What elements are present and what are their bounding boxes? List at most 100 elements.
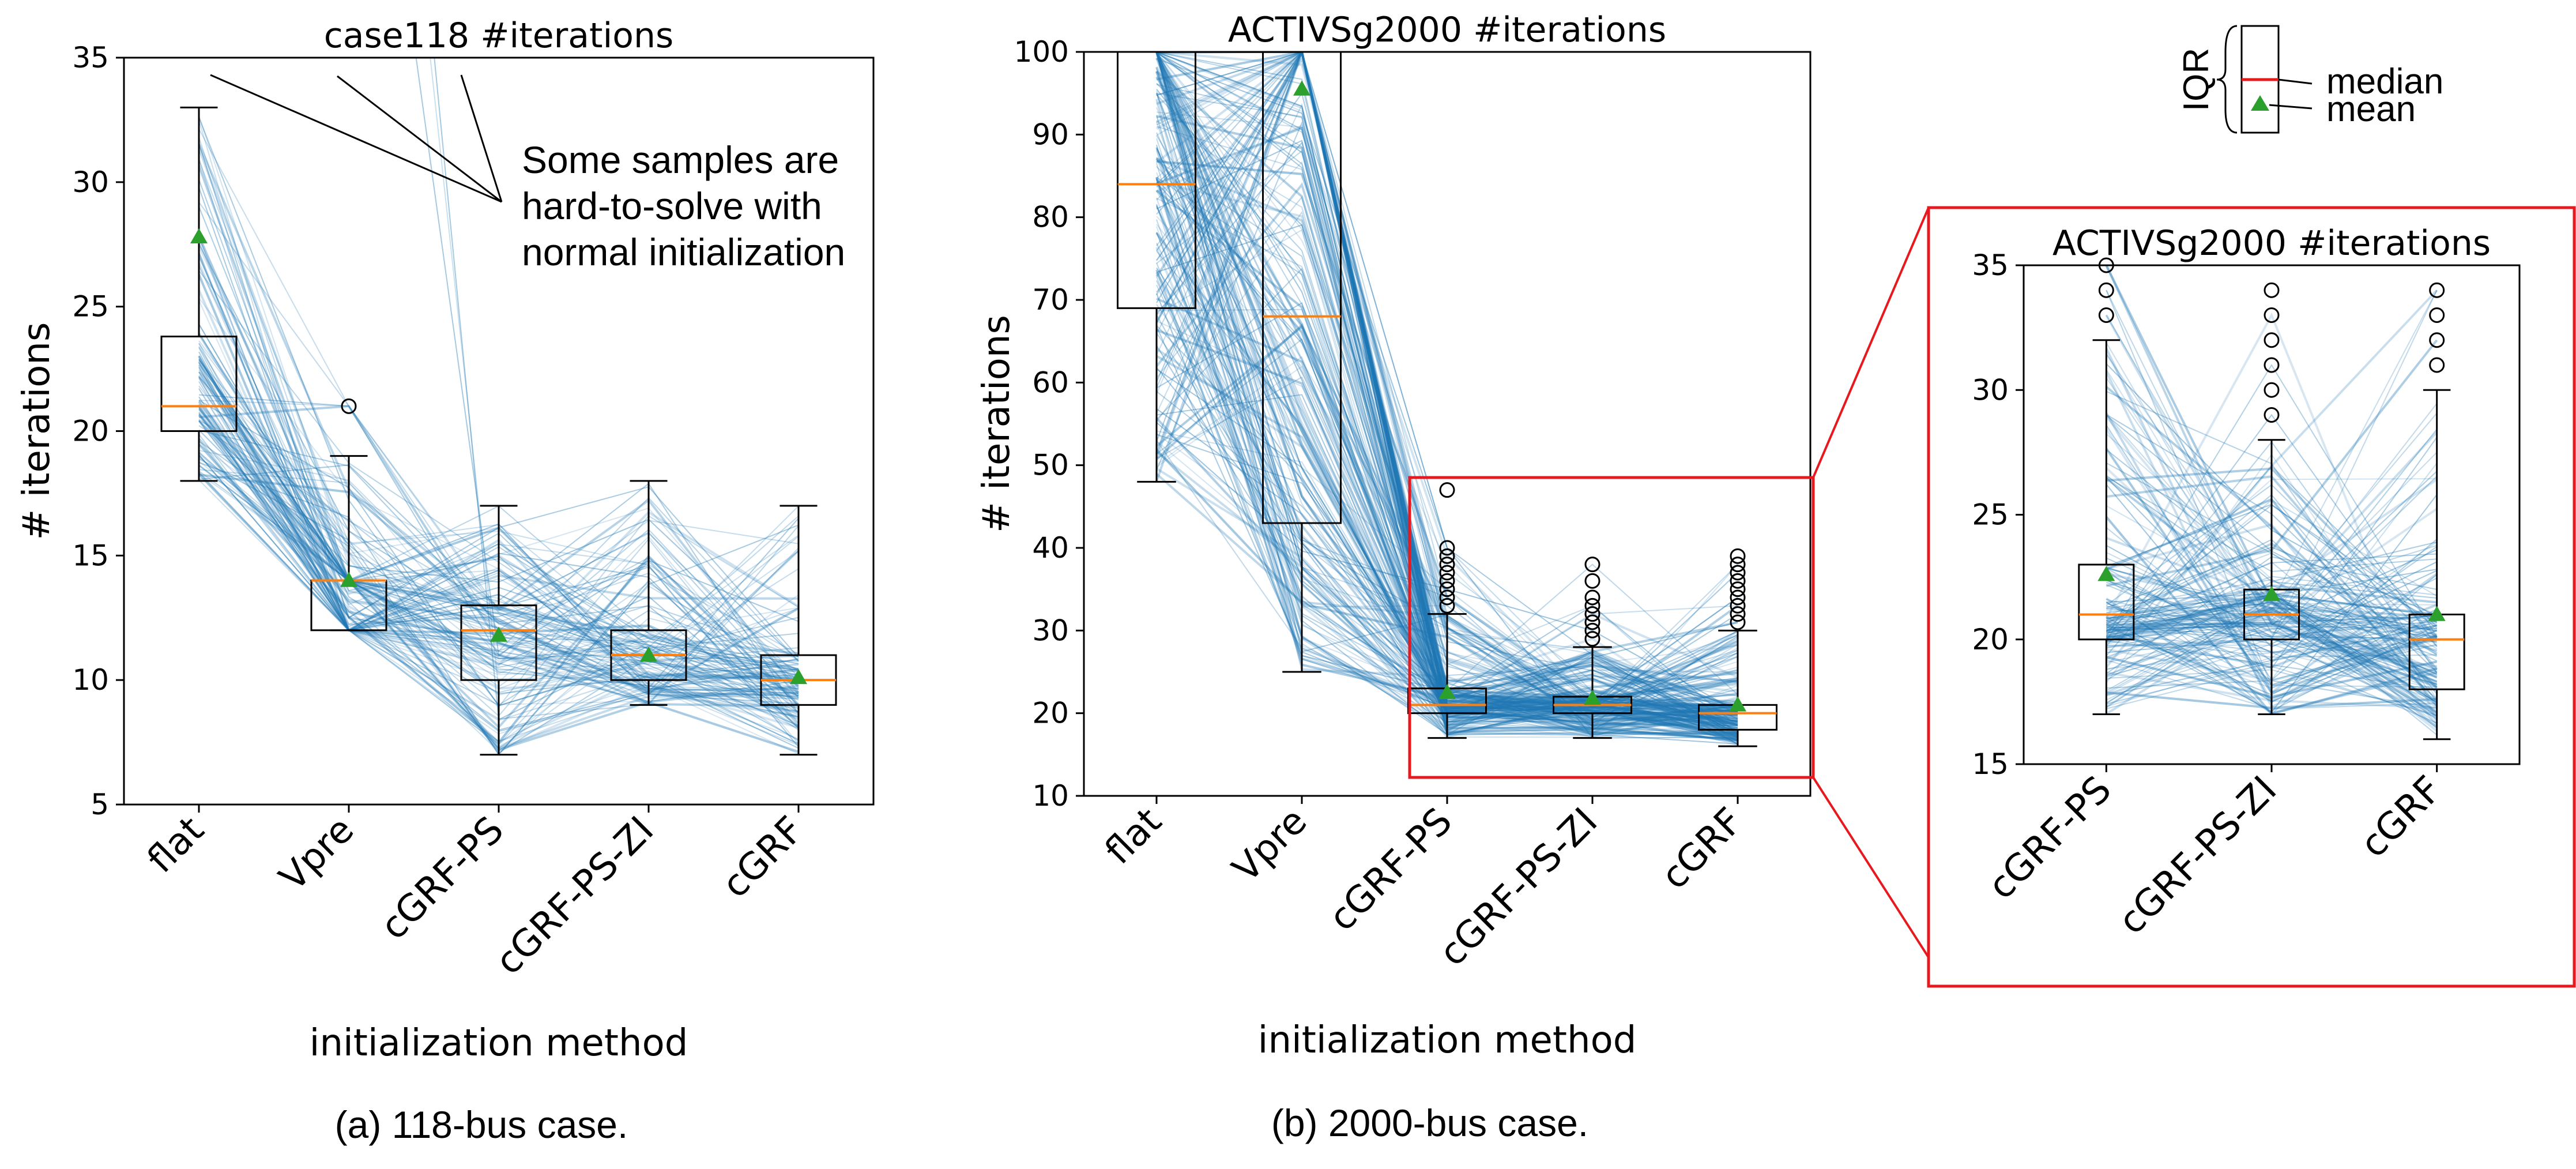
sample-line	[2106, 611, 2438, 674]
sample-line	[198, 137, 799, 671]
mean-marker	[2428, 606, 2446, 621]
outlier	[1439, 597, 1455, 614]
sample-line	[2106, 600, 2438, 736]
mean-marker	[2097, 566, 2115, 581]
sample-line	[1156, 52, 1738, 723]
y-tick-label: 30	[1972, 373, 2009, 407]
zoom-panel-border	[1927, 206, 2576, 988]
sample-line	[198, 464, 799, 747]
annotation-pointer	[337, 75, 502, 203]
sample-line	[1156, 52, 1738, 709]
sample-line	[1155, 348, 1738, 738]
sample-line	[198, 243, 799, 705]
sample-line	[1156, 58, 1738, 739]
sample-line	[2106, 608, 2438, 704]
y-tick-label: 20	[1972, 623, 2009, 656]
outlier	[1730, 565, 1746, 581]
mean-marker	[490, 626, 507, 642]
zoom-region	[1408, 476, 1815, 779]
y-tick-label: 30	[1032, 614, 1069, 647]
x-tick-label: cGRF-PS	[1980, 768, 2120, 908]
sample-line	[1156, 52, 1738, 727]
sample-line	[198, 413, 799, 676]
outlier	[1584, 622, 1600, 638]
sample-line	[198, 115, 799, 713]
sample-line	[1156, 224, 1738, 731]
sample-line	[1156, 197, 1738, 718]
outlier	[2429, 307, 2445, 323]
iqr-box	[1262, 51, 1342, 524]
sample-line	[1156, 126, 1738, 727]
sample-line	[1156, 52, 1738, 712]
sample-line	[2106, 624, 2437, 674]
sample-line	[1155, 272, 1738, 730]
sample-line	[2106, 603, 2437, 632]
iqr-box	[160, 335, 238, 433]
sample-line	[1157, 52, 1738, 712]
sample-line	[198, 420, 799, 712]
sample-line	[1156, 52, 1738, 739]
y-tick-label: 10	[1032, 779, 1069, 813]
sample-line	[2106, 611, 2438, 708]
outlier	[1584, 573, 1600, 589]
annotation-pointer	[210, 74, 502, 203]
y-tick-label: 90	[1032, 118, 1069, 151]
sample-line	[1156, 224, 1738, 705]
legend-iqr-label: IQR	[2176, 48, 2216, 111]
sample-line	[1156, 181, 1738, 723]
sample-line	[1155, 323, 1738, 727]
outlier	[2429, 357, 2445, 373]
sample-line	[198, 401, 799, 697]
outlier	[2264, 282, 2280, 298]
y-tick-label: 30	[72, 166, 109, 199]
sample-line	[2106, 626, 2437, 640]
sample-line	[2105, 265, 2438, 679]
outlier	[1730, 606, 1746, 622]
sample-line	[1156, 52, 1738, 738]
sample-line	[2106, 611, 2437, 676]
sample-line	[1156, 52, 1738, 729]
iqr-box	[460, 604, 537, 681]
sample-line	[2106, 414, 2438, 647]
outlier	[2264, 332, 2280, 348]
caption: (b) 2000-bus case.	[1271, 1102, 1588, 1144]
y-tick-label: 60	[1032, 366, 1069, 399]
sample-line	[198, 300, 799, 675]
sample-line	[198, 364, 799, 714]
sample-line	[198, 333, 799, 698]
sample-line	[1156, 172, 1738, 726]
sample-line	[1155, 269, 1738, 727]
sample-line	[1156, 120, 1738, 736]
y-tick-label: 100	[1014, 35, 1069, 69]
outlier	[2264, 357, 2280, 373]
outlier	[1584, 589, 1600, 606]
sample-line	[1156, 332, 1738, 736]
sample-line	[2106, 602, 2437, 630]
outlier	[341, 398, 357, 414]
sample-line	[2106, 377, 2438, 622]
sample-line	[1156, 141, 1738, 708]
sample-line	[2106, 369, 2437, 642]
sample-line	[1156, 52, 1738, 712]
sample-line	[1156, 52, 1738, 713]
sample-line	[198, 359, 799, 690]
sample-line	[1156, 160, 1738, 708]
sample-line	[198, 360, 799, 708]
sample-line	[415, 58, 799, 656]
sample-line	[1156, 422, 1738, 713]
sample-line	[2106, 364, 2438, 638]
chart-title: ACTIVSg2000 #iterations	[2052, 223, 2491, 264]
sample-line	[198, 143, 799, 655]
x-tick-label: cGRF-PS-ZI	[2111, 768, 2285, 943]
legend-mean-label: mean	[2326, 89, 2416, 129]
annotation-pointer	[460, 74, 503, 202]
sample-line	[198, 408, 799, 655]
x-tick-label: flat	[140, 809, 212, 881]
outlier	[1439, 573, 1455, 589]
sample-line	[198, 400, 799, 692]
iqr-box	[1117, 51, 1196, 309]
sample-line	[198, 362, 799, 706]
sample-line	[1156, 84, 1738, 726]
sample-line	[2106, 606, 2437, 676]
